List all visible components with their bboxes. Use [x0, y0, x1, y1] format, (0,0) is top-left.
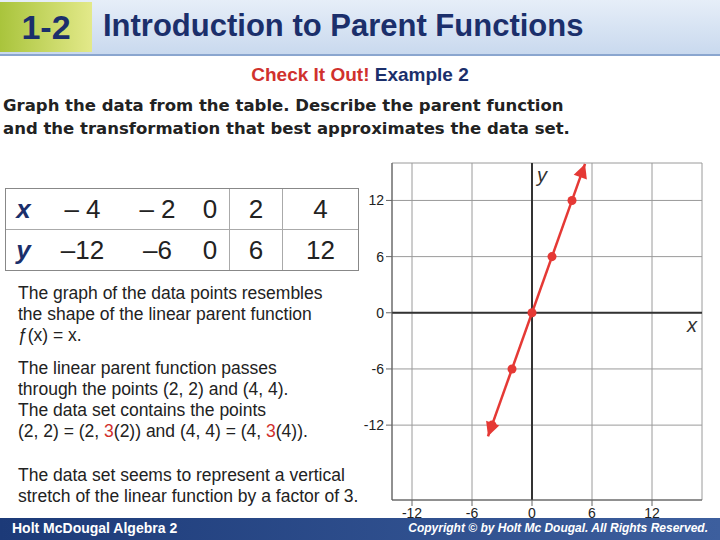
svg-text:-12: -12 — [364, 417, 384, 433]
html-text:x: x — [16, 194, 31, 224]
html-text:Copyright © by Holt Mc Dougal.: Copyright © by Holt Mc Dougal. All Right… — [408, 521, 708, 535]
svg-text:-6: -6 — [465, 504, 479, 521]
svg-text:6: 6 — [376, 249, 384, 265]
html-text:The data set seems to represen: The data set seems to represent a vertic… — [18, 465, 345, 485]
html-text:– 2: – 2 — [139, 194, 176, 224]
svg-text:6: 6 — [588, 504, 596, 521]
html-text:–6: –6 — [143, 235, 172, 265]
html-text:stretch of the linear function: stretch of the linear function by a fact… — [18, 486, 359, 506]
html-text:12: 12 — [306, 235, 335, 265]
html-text:The graph of the data points r: The graph of the data points resembles — [18, 283, 323, 303]
svg-text:-6: -6 — [372, 361, 385, 377]
html-text:2: 2 — [248, 194, 264, 224]
html-text:(2, 2) = (2, 3 (2)) and (4, 4): (2, 2) = (2, 3 (2)) and (4, 4) = (4, 3 (… — [18, 421, 308, 441]
html-text:Check It Out! Example 2: Check It Out! Example 2 — [251, 64, 469, 85]
html-text:6: 6 — [248, 235, 264, 265]
html-text:1-2: 1-2 — [21, 8, 71, 46]
svg-text:x: x — [686, 314, 698, 336]
html-text:and the transformation that be: and the transformation that best approxi… — [3, 119, 570, 138]
html-text:through the points (2, 2) and: through the points (2, 2) and (4, 4). — [18, 379, 289, 399]
html-text:0: 0 — [202, 235, 218, 265]
html-text:Introduction to Parent Functio: Introduction to Parent Functions — [103, 8, 584, 43]
html-text:The linear parent function pas: The linear parent function passes — [18, 358, 277, 378]
html-text:Holt McDougal Algebra 2: Holt McDougal Algebra 2 — [12, 520, 178, 536]
html-text:y: y — [16, 235, 31, 265]
svg-text:12: 12 — [644, 504, 660, 521]
svg-text:-12: -12 — [401, 504, 423, 521]
html-text:4: 4 — [313, 194, 328, 224]
svg-text:0: 0 — [528, 504, 536, 521]
html-text:Graph the data from the table.: Graph the data from the table. Describe … — [3, 96, 564, 115]
html-text:the shape of the linear parent: the shape of the linear parent function — [18, 304, 312, 324]
svg-text:y: y — [535, 164, 548, 186]
html-text:0: 0 — [202, 194, 218, 224]
html-text:ƒ(x) = x.: ƒ(x) = x. — [18, 325, 82, 345]
svg-text:0: 0 — [376, 305, 384, 321]
html-text:The data set contains the poin: The data set contains the points — [18, 400, 267, 420]
svg-text:12: 12 — [368, 192, 384, 208]
html-text:– 4: – 4 — [64, 194, 101, 224]
html-text:–12: –12 — [60, 235, 105, 265]
